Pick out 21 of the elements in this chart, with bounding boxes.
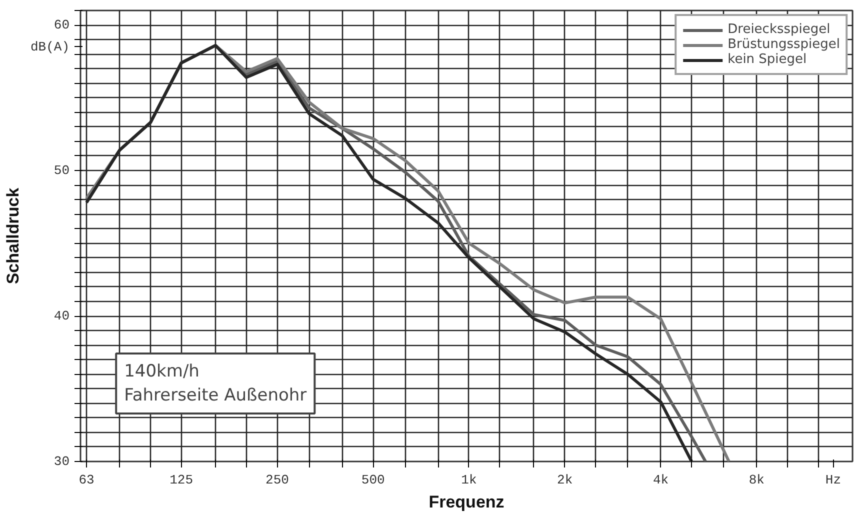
x-tick-label: 63 <box>78 472 94 488</box>
annotation: Fahrerseite Außenohr <box>124 385 307 406</box>
text: Hz <box>825 472 842 488</box>
y-tick-label: 50 <box>54 163 70 178</box>
y-tick-label: 30 <box>54 454 70 469</box>
x-tick-label: 2k <box>557 472 573 488</box>
y-tick-label: 40 <box>54 308 70 324</box>
y-tick-label: 60 <box>54 18 70 33</box>
x-tick-label: 4k <box>652 472 669 488</box>
legend-label: Brüstungsspiegel <box>728 37 840 52</box>
x-tick-label: 500 <box>361 472 385 488</box>
annotation: 140km/h <box>124 361 200 382</box>
x-tick-label: 1k <box>461 472 477 488</box>
x-tick-label: 250 <box>266 472 289 488</box>
x-tick-label: 125 <box>170 472 194 488</box>
y-axis-title: Schalldruck <box>3 187 22 284</box>
text: dB(A) <box>30 39 70 54</box>
legend-label: Dreiecksspiegel <box>728 22 830 37</box>
legend-label: kein Spiegel <box>728 52 807 67</box>
x-tick-label: 8k <box>748 472 765 488</box>
x-axis-title: Frequenz <box>428 492 504 512</box>
